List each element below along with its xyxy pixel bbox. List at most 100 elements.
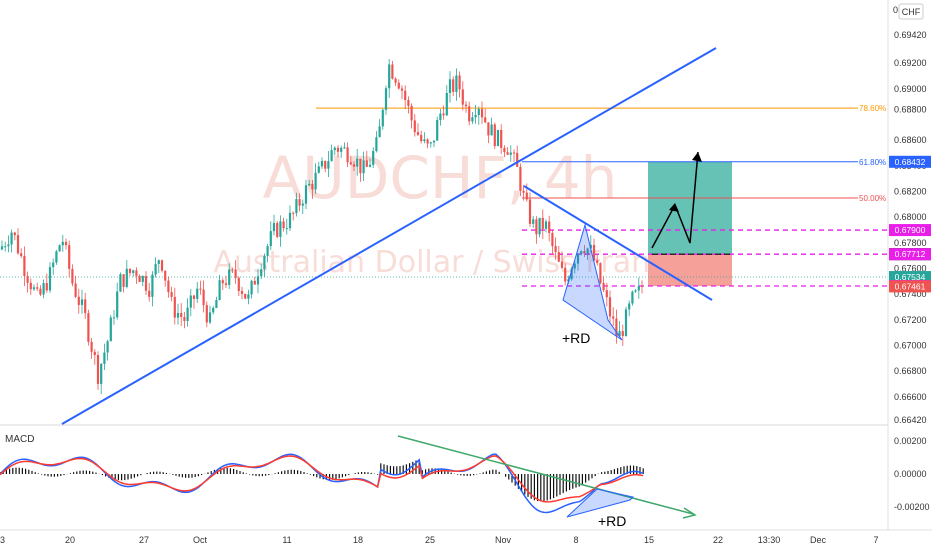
candle-body bbox=[368, 164, 372, 167]
candle-body bbox=[154, 263, 157, 275]
candle-body bbox=[522, 190, 525, 193]
candle-body bbox=[90, 341, 93, 352]
candle-body bbox=[282, 221, 285, 229]
candle-body bbox=[490, 124, 493, 136]
macd-line bbox=[0, 453, 644, 514]
price-axis[interactable]: 0.69420 0.69200 0.69000 0.68800 0.68600 0.684… bbox=[894, 30, 927, 425]
candle-body bbox=[423, 139, 426, 142]
candle-body bbox=[55, 251, 58, 263]
candle-body bbox=[432, 140, 436, 143]
macd-trendline[interactable] bbox=[397, 435, 694, 515]
candle-body bbox=[362, 160, 365, 174]
candle-body bbox=[192, 295, 196, 299]
candle-body bbox=[45, 283, 48, 291]
candle-body bbox=[519, 166, 522, 191]
horizontal-levels[interactable] bbox=[0, 229, 888, 287]
candle-body bbox=[586, 248, 589, 254]
candle-body bbox=[576, 253, 580, 264]
fibonacci-levels[interactable]: 78.60% 61.80% 50.00% bbox=[316, 104, 886, 203]
watermark-symbol: AUDCHF, 4h bbox=[263, 144, 618, 212]
stop-zone[interactable] bbox=[648, 254, 732, 287]
candle-body bbox=[381, 109, 384, 127]
time-tick-label: 13:30 bbox=[758, 535, 781, 545]
candle-body bbox=[557, 252, 560, 262]
candle-body bbox=[442, 113, 445, 116]
candle-body bbox=[186, 307, 189, 322]
candle-body bbox=[240, 291, 244, 294]
candle-body bbox=[525, 192, 528, 200]
candle-body bbox=[212, 307, 215, 313]
candle-body bbox=[13, 232, 16, 236]
candle-body bbox=[532, 219, 535, 224]
rd-pattern-macd[interactable] bbox=[566, 488, 634, 518]
macd-title: MACD bbox=[5, 434, 34, 445]
candle-body bbox=[596, 260, 599, 264]
candle-body bbox=[388, 64, 391, 89]
candle-body bbox=[122, 274, 125, 287]
price-tick-label: 0.66600 bbox=[894, 392, 927, 402]
candle-body bbox=[231, 269, 234, 271]
candle-body bbox=[407, 99, 410, 106]
candle-body bbox=[413, 120, 416, 133]
arrow-head-2-icon bbox=[692, 152, 702, 162]
candle-body bbox=[500, 129, 503, 148]
candle-body bbox=[167, 280, 170, 293]
currency-badge[interactable] bbox=[898, 3, 924, 20]
candle-body bbox=[624, 309, 628, 337]
candle-body bbox=[39, 288, 42, 295]
candle-body bbox=[119, 274, 122, 292]
candle-body bbox=[64, 241, 68, 246]
candle-body bbox=[615, 318, 618, 337]
candle-body bbox=[375, 137, 378, 152]
candle-body bbox=[384, 88, 388, 110]
candle-body bbox=[330, 150, 333, 162]
candle-body bbox=[439, 113, 442, 121]
candle-body bbox=[327, 161, 330, 169]
candle-body bbox=[516, 152, 519, 167]
candle-body bbox=[68, 245, 71, 269]
ascending-trendline[interactable] bbox=[61, 47, 717, 425]
candle-body bbox=[100, 363, 103, 384]
macd-axis[interactable]: 0.00200 0.00000 -0.00200 bbox=[894, 436, 930, 512]
candle-body bbox=[276, 223, 279, 237]
candle-body bbox=[132, 270, 135, 273]
descending-trendline[interactable] bbox=[523, 185, 713, 301]
candle-body bbox=[356, 158, 359, 167]
candle-body bbox=[324, 160, 327, 169]
candle-body bbox=[471, 117, 474, 122]
candle-body bbox=[564, 267, 567, 282]
candle-body bbox=[285, 228, 288, 230]
time-tick-label: 20 bbox=[65, 535, 75, 545]
candle-body bbox=[461, 89, 464, 105]
time-axis[interactable]: 3 20 27 Oct 11 18 25 Nov 8 15 22 13:30 Dec 7 bbox=[0, 535, 879, 545]
candle-body bbox=[317, 166, 320, 173]
price-tick-label: 0.67200 bbox=[894, 315, 927, 325]
candle-body bbox=[528, 199, 532, 224]
candle-body bbox=[173, 296, 176, 318]
candle-body bbox=[304, 185, 308, 204]
candle-body bbox=[288, 212, 292, 229]
price-tag bbox=[889, 155, 931, 168]
price-tag-label: 0.67461 bbox=[895, 281, 926, 291]
candle-body bbox=[266, 246, 269, 256]
currency-label: CHF bbox=[902, 7, 921, 17]
candle-body bbox=[512, 152, 516, 154]
candle-body bbox=[336, 147, 340, 152]
candle-body bbox=[560, 261, 564, 268]
candle-body bbox=[631, 291, 634, 304]
candle-body bbox=[26, 276, 29, 283]
candle-body bbox=[378, 126, 381, 138]
candle-body bbox=[36, 287, 39, 289]
corner-label: 0. bbox=[893, 5, 901, 15]
candle-body bbox=[372, 151, 375, 165]
rd-pattern-price[interactable] bbox=[562, 223, 623, 341]
projection-path[interactable] bbox=[651, 151, 699, 249]
price-tag bbox=[889, 224, 931, 237]
candle-body bbox=[391, 64, 394, 79]
candle-body bbox=[352, 164, 356, 167]
candle-body bbox=[215, 299, 218, 308]
candle-body bbox=[199, 288, 202, 290]
candle-body bbox=[640, 285, 644, 287]
price-tag-label: 0.67900 bbox=[895, 225, 926, 235]
